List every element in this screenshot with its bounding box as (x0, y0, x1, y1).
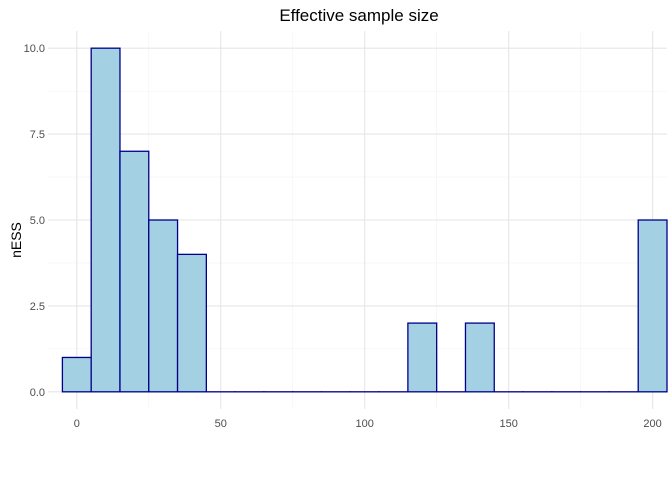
y-tick-label: 5.0 (30, 215, 45, 227)
histogram-bar (61, 356, 92, 393)
histogram-bar (637, 219, 668, 393)
histogram-bar (407, 322, 438, 393)
histogram-bar (464, 322, 495, 393)
y-axis-title: nESS (8, 222, 24, 258)
chart-title: Effective sample size (279, 6, 438, 25)
x-tick-label: 50 (215, 418, 227, 430)
histogram-bar (119, 150, 150, 393)
y-tick-label: 10.0 (24, 43, 45, 55)
bars (61, 47, 668, 393)
x-tick-label: 0 (74, 418, 80, 430)
histogram-bar (176, 253, 207, 393)
x-tick-label: 200 (643, 418, 661, 430)
y-tick-label: 7.5 (30, 129, 45, 141)
y-tick-label: 2.5 (30, 301, 45, 313)
x-tick-label: 150 (499, 418, 517, 430)
y-tick-label: 0.0 (30, 387, 45, 399)
x-tick-label: 100 (356, 418, 374, 430)
histogram-bar (148, 219, 179, 393)
tick-labels: 0 50 100 150 200 0.0 2.5 5.0 7.5 10.0 (24, 43, 662, 430)
histogram-bar (90, 47, 121, 393)
